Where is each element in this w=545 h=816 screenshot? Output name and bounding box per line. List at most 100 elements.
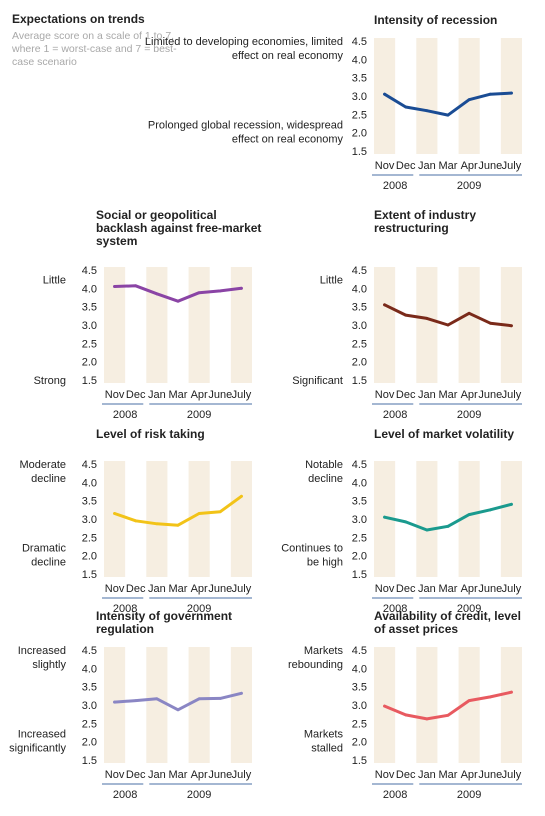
y-tick-label: 3.0 (352, 700, 367, 712)
data-point (467, 98, 471, 102)
y-tick-label: 3.5 (352, 682, 367, 694)
chart-7: Availability of credit, level of asset pr… (288, 609, 522, 801)
data-point (510, 91, 513, 95)
data-point (134, 284, 138, 288)
data-point (240, 286, 243, 290)
data-point (383, 303, 386, 307)
year-label: 2009 (187, 603, 211, 615)
data-point (197, 697, 201, 701)
y-tick-label: 2.0 (82, 357, 97, 369)
x-tick-label: June (208, 389, 232, 401)
x-tick-label: Nov (105, 769, 125, 781)
y-tick-label: 2.5 (352, 718, 367, 730)
column-band (416, 647, 438, 763)
chart-title: Intensity of government regulation (96, 609, 232, 636)
series-line (113, 494, 243, 527)
data-point (113, 700, 116, 704)
x-tick-label: Nov (375, 769, 395, 781)
y-tick-label: 4.5 (352, 36, 367, 48)
y-tick-label: 3.0 (352, 320, 367, 332)
data-point (383, 704, 386, 708)
column-band (146, 461, 168, 577)
y-tick-label: 4.5 (352, 459, 367, 471)
y-tick-label: 4.0 (82, 663, 97, 675)
column-band (374, 38, 396, 154)
x-tick-label: June (478, 583, 502, 595)
column-band (416, 267, 438, 383)
intro-subtitle: Average score on a scale of 1 to 7, wher… (12, 30, 177, 68)
column-band (500, 647, 522, 763)
column-band (230, 461, 252, 577)
data-point (383, 515, 386, 519)
data-point (218, 697, 222, 700)
x-tick-label: Dec (396, 160, 416, 172)
y-tick-label: 1.5 (352, 755, 367, 767)
x-tick-label: June (208, 583, 232, 595)
chart-2: Social or geopolitical backlash against f… (34, 208, 262, 421)
y-tick-label: 3.5 (352, 302, 367, 314)
x-tick-label: Dec (126, 583, 146, 595)
y-tick-label: 3.5 (82, 496, 97, 508)
x-tick-label: Dec (396, 769, 416, 781)
data-point (155, 697, 159, 701)
x-tick-label: Mar (169, 583, 188, 595)
y-tick-label: 4.5 (352, 645, 367, 657)
year-label: 2009 (457, 603, 481, 615)
y-tick-label: 1.5 (352, 146, 367, 158)
data-point (425, 717, 429, 721)
year-label: 2008 (113, 409, 137, 421)
top-scale-label: Little (43, 274, 66, 286)
data-point (425, 528, 429, 532)
x-tick-label: Nov (375, 160, 395, 172)
data-point (510, 324, 513, 328)
y-tick-label: 4.5 (82, 265, 97, 277)
x-tick-label: Dec (396, 583, 416, 595)
data-point (467, 513, 471, 516)
x-tick-label: Nov (375, 389, 395, 401)
x-tick-label: Mar (439, 389, 458, 401)
x-tick-label: Jan (148, 389, 166, 401)
data-point (176, 299, 180, 303)
y-tick-label: 3.5 (352, 73, 367, 85)
x-tick-label: June (478, 769, 502, 781)
x-tick-label: Mar (169, 389, 188, 401)
x-tick-label: Jan (148, 769, 166, 781)
y-tick-label: 2.0 (82, 737, 97, 749)
year-label: 2008 (383, 409, 407, 421)
column-band (458, 461, 480, 577)
data-point (134, 519, 138, 523)
top-scale-label: Markets rebounding (288, 645, 344, 671)
x-tick-label: July (502, 769, 522, 781)
y-tick-label: 2.0 (352, 128, 367, 140)
y-tick-label: 4.5 (82, 459, 97, 471)
y-tick-label: 4.0 (352, 283, 367, 295)
x-tick-label: Nov (105, 583, 125, 595)
chart-1: Intensity of recession 4.5 4.0 3.5 3.0 2.5 2.0… (145, 13, 522, 192)
bottom-scale-label: Markets stalled (304, 729, 344, 755)
column-band (416, 38, 438, 154)
data-point (425, 109, 429, 113)
bottom-scale-label: Strong (34, 375, 66, 387)
column-band (500, 461, 522, 577)
y-tick-label: 4.5 (352, 265, 367, 277)
data-point (240, 691, 243, 695)
year-label: 2009 (187, 409, 211, 421)
top-scale-label: Limited to developing economies, limited… (145, 36, 344, 62)
column-band (458, 647, 480, 763)
y-tick-label: 1.5 (352, 375, 367, 387)
y-tick-label: 2.0 (352, 737, 367, 749)
column-band (374, 461, 396, 577)
top-scale-label: Moderate decline (20, 459, 66, 485)
data-point (155, 292, 159, 296)
y-tick-label: 3.5 (82, 682, 97, 694)
y-tick-label: 4.0 (82, 283, 97, 295)
data-point (488, 695, 492, 699)
column-band (146, 647, 168, 763)
top-scale-label: Increased slightly (18, 645, 67, 671)
x-tick-label: Apr (461, 389, 478, 401)
data-point (404, 713, 408, 717)
series-line (383, 303, 513, 328)
y-tick-label: 2.5 (352, 532, 367, 544)
x-tick-label: Apr (191, 769, 208, 781)
